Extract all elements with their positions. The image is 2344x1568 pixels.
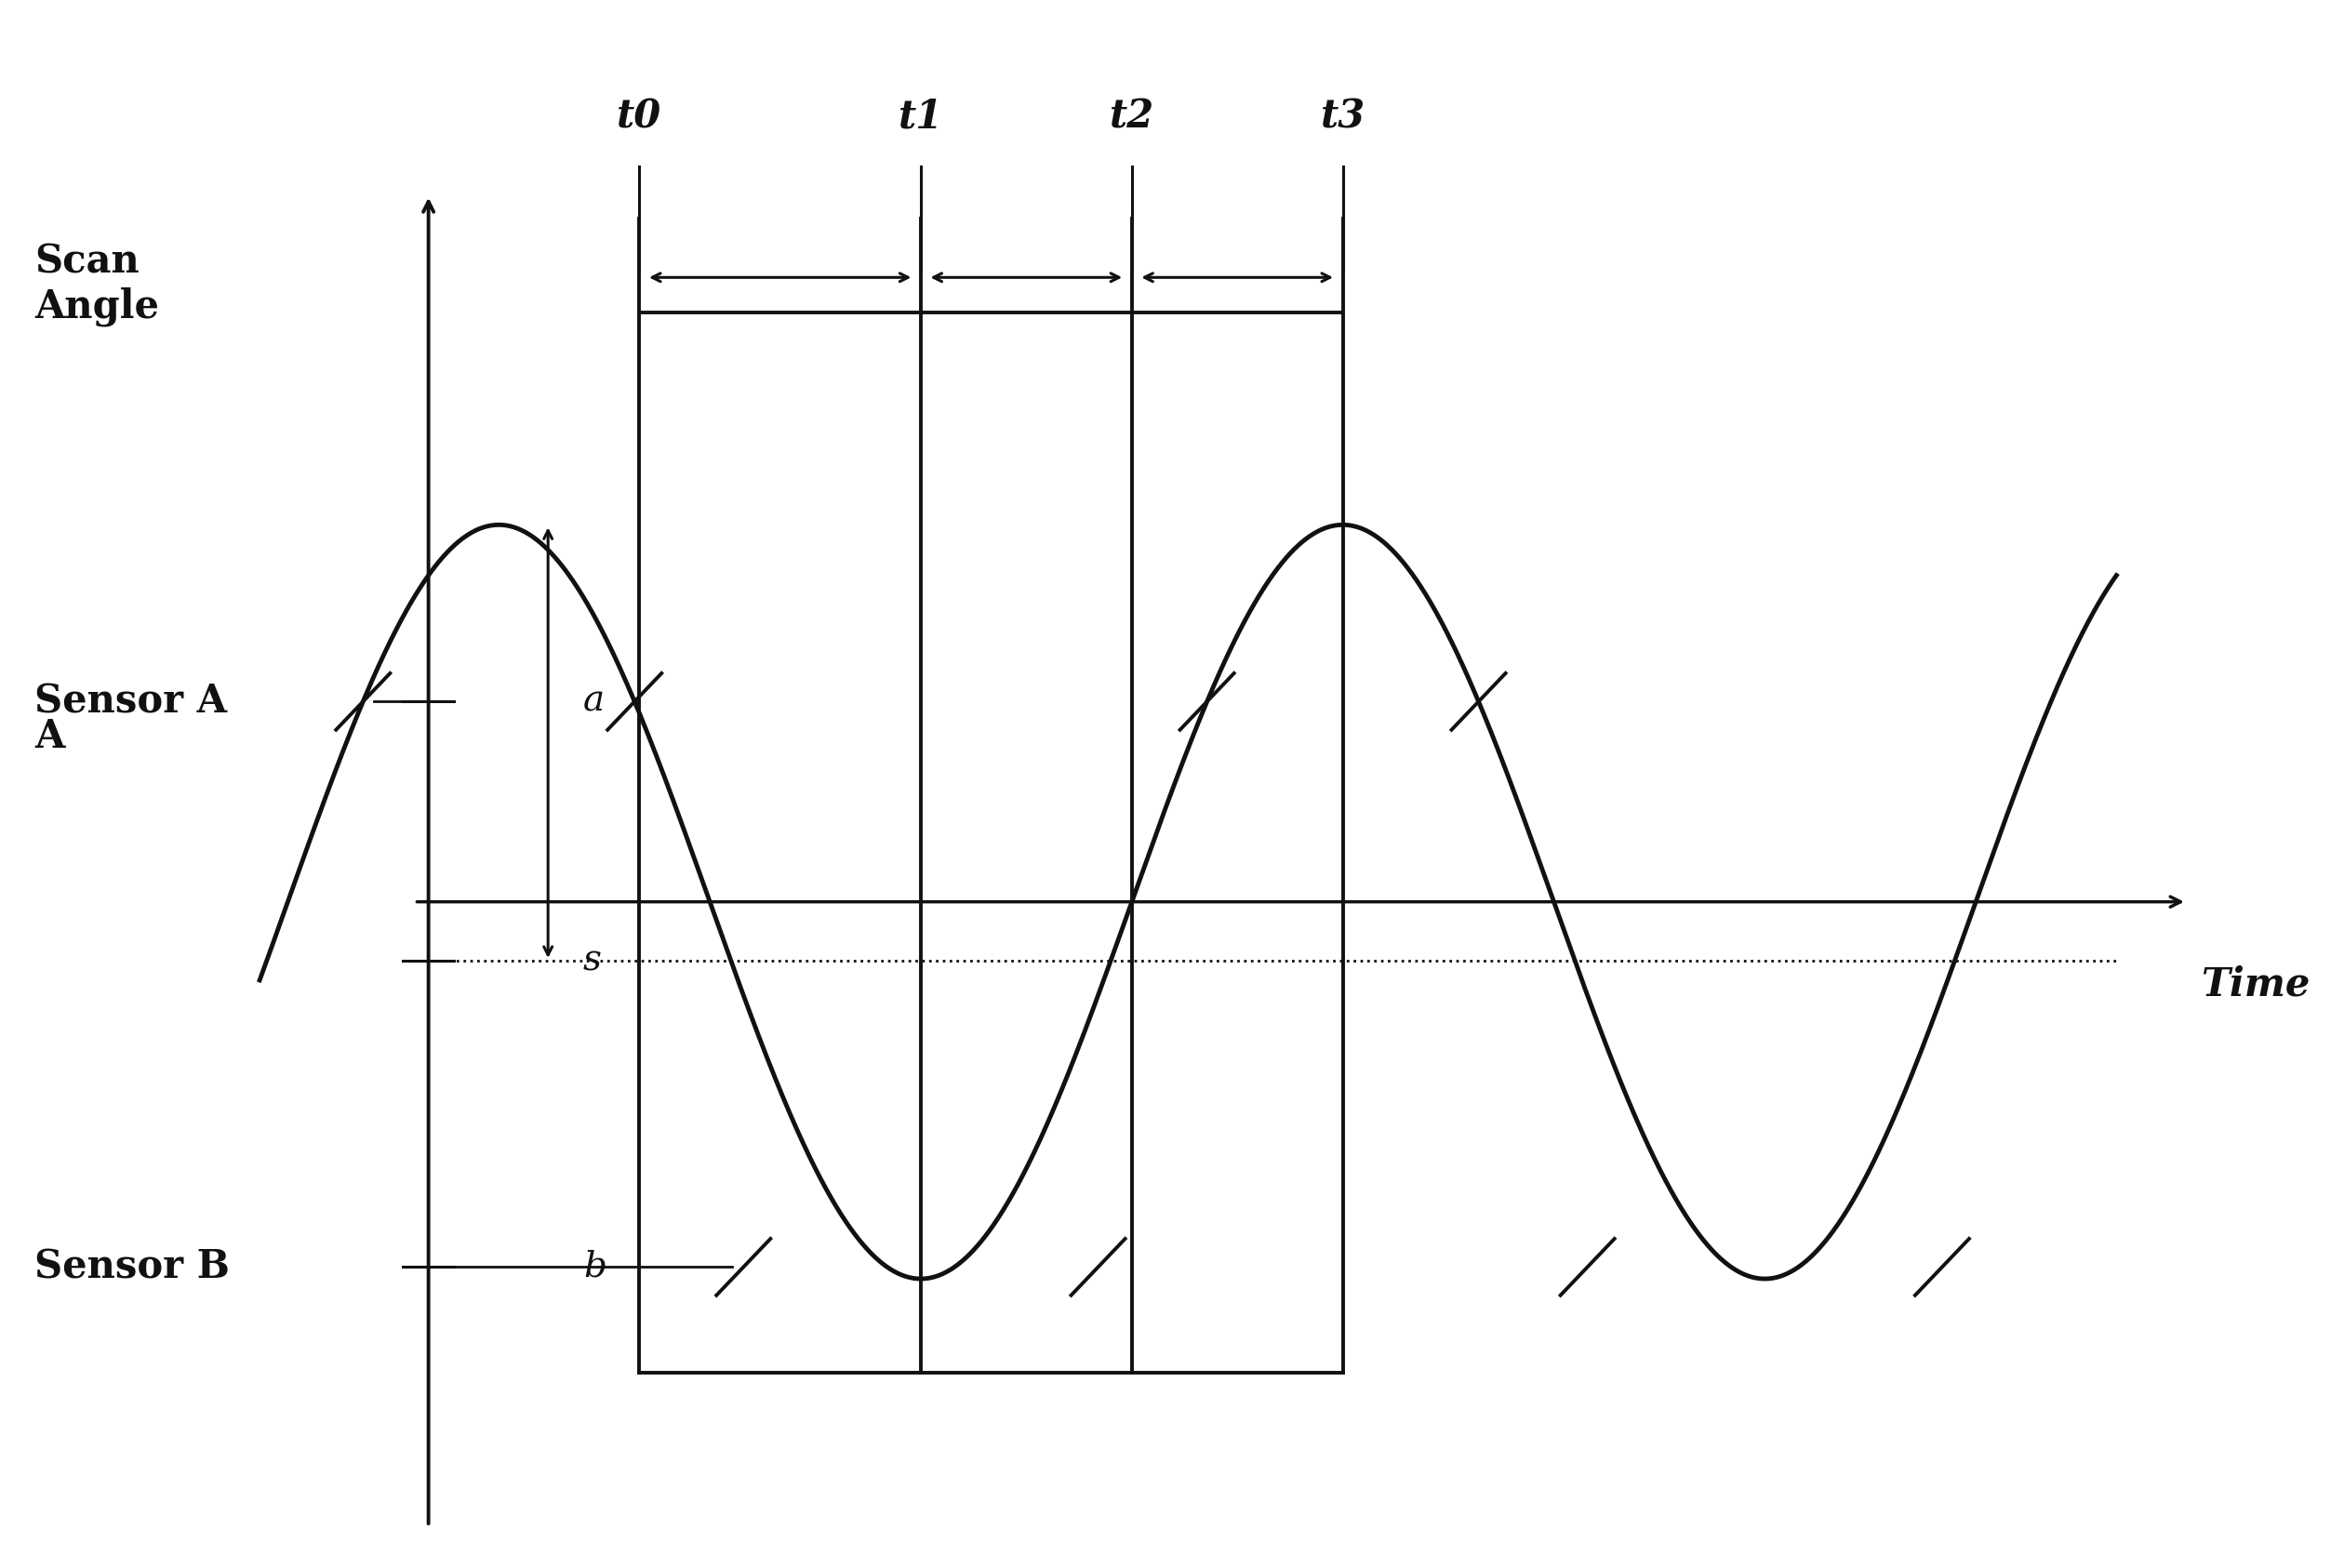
Text: a: a xyxy=(584,684,605,718)
Text: A: A xyxy=(35,717,66,756)
Text: s: s xyxy=(584,944,602,978)
Text: t3: t3 xyxy=(1320,97,1364,136)
Text: t0: t0 xyxy=(616,97,661,136)
Text: Sensor A: Sensor A xyxy=(35,682,227,721)
Text: Time: Time xyxy=(2201,964,2311,1004)
Text: t2: t2 xyxy=(1109,97,1153,136)
Text: Scan
Angle: Scan Angle xyxy=(35,241,159,326)
Text: Sensor B: Sensor B xyxy=(35,1248,230,1287)
Text: b: b xyxy=(584,1250,607,1284)
Text: t1: t1 xyxy=(898,97,942,136)
